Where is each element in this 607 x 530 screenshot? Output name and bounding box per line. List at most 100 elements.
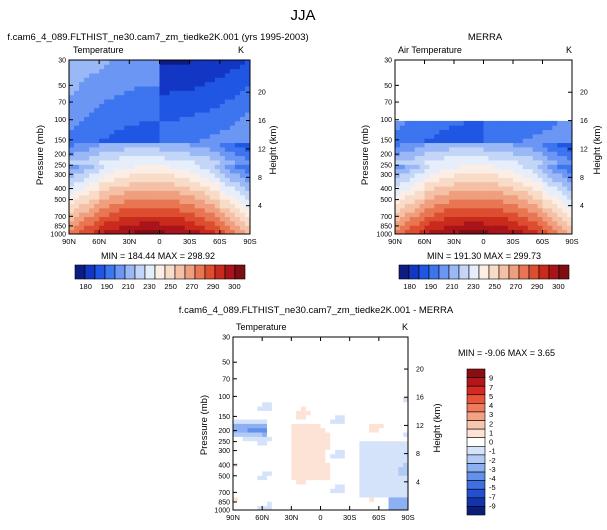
field-cell <box>74 177 80 183</box>
field-cell <box>271 453 278 459</box>
field-cell <box>204 77 211 83</box>
field-cell <box>69 116 75 122</box>
colorbar-tick-label: -3 <box>489 465 496 474</box>
field-cell <box>84 173 90 178</box>
field-cell <box>134 112 140 117</box>
field-cell <box>419 151 425 157</box>
field-cell <box>159 216 165 222</box>
field-cell <box>219 112 226 117</box>
field-cell <box>562 225 568 231</box>
field-cell <box>483 177 489 183</box>
field-cell <box>159 99 165 104</box>
field-cell <box>109 116 115 122</box>
field-cell <box>359 488 365 494</box>
field-cell <box>267 445 273 450</box>
field-cell <box>224 199 231 204</box>
field-cell <box>139 86 145 91</box>
field-cell <box>169 64 175 70</box>
field-cell <box>383 419 389 424</box>
field-cell <box>99 77 105 83</box>
field-cell <box>315 453 321 459</box>
field-cell <box>424 229 430 235</box>
field-cell <box>404 199 411 204</box>
field-cell <box>424 151 430 157</box>
field-cell <box>364 406 370 411</box>
field-cell <box>354 440 360 446</box>
field-cell <box>527 151 534 157</box>
field-cell <box>532 147 538 152</box>
field-cell <box>239 173 246 178</box>
field-cell <box>229 147 236 152</box>
field-cell <box>89 81 95 87</box>
field-cell <box>247 475 253 481</box>
field-cell <box>552 225 558 231</box>
field-cell <box>159 138 165 144</box>
field-cell <box>242 432 248 437</box>
field-cell <box>271 479 278 485</box>
field-cell <box>199 216 206 222</box>
field-cell <box>204 147 211 152</box>
field-cell <box>189 229 196 235</box>
field-cell <box>214 73 221 78</box>
field-cell <box>164 133 170 139</box>
field-cell <box>513 203 519 209</box>
field-cell <box>247 410 253 416</box>
field-cell <box>69 94 75 100</box>
field-cell <box>513 168 519 174</box>
field-cell <box>542 216 548 222</box>
field-cell <box>184 186 191 191</box>
field-cell <box>194 142 201 148</box>
field-cell <box>114 173 120 178</box>
field-cell <box>339 436 346 442</box>
field-cell <box>124 186 130 191</box>
field-cell <box>139 64 145 70</box>
field-cell <box>483 173 489 178</box>
y-tick-label: 200 <box>218 428 230 435</box>
field-cell <box>498 203 504 209</box>
field-cell <box>154 125 160 130</box>
field-cell <box>399 138 406 144</box>
field-cell <box>339 397 346 403</box>
field-cell <box>393 484 399 489</box>
field-cell <box>373 414 380 420</box>
field-cell <box>74 129 80 135</box>
field-cell <box>310 436 317 442</box>
field-cell <box>89 199 95 204</box>
field-cell <box>164 81 170 87</box>
field-cell <box>404 225 411 231</box>
field-cell <box>522 138 529 144</box>
field-cell <box>262 440 268 446</box>
field-cell <box>473 164 479 170</box>
field-cell <box>444 173 450 178</box>
field-cell <box>454 164 460 170</box>
field-cell <box>562 177 568 183</box>
field-cell <box>473 133 479 139</box>
field-cell <box>239 177 246 183</box>
field-cell <box>281 484 287 489</box>
field-cell <box>247 449 253 455</box>
field-cell <box>119 142 125 148</box>
field-cell <box>109 94 115 100</box>
field-cell <box>124 203 130 209</box>
field-cell <box>434 160 440 165</box>
field-cell <box>89 186 95 191</box>
field-cell <box>239 64 246 70</box>
field-cell <box>139 138 145 144</box>
field-cell <box>414 177 420 183</box>
field-cell <box>252 427 258 433</box>
field-cell <box>224 229 231 235</box>
field-cell <box>229 107 236 113</box>
field-cell <box>139 94 145 100</box>
field-cell <box>478 199 484 204</box>
field-cell <box>124 142 130 148</box>
field-cell <box>144 207 150 213</box>
field-cell <box>149 107 155 113</box>
field-cell <box>388 397 394 403</box>
field-cell <box>473 207 479 213</box>
field-cell <box>444 190 450 196</box>
y2-tick-label: 8 <box>258 175 262 182</box>
field-cell <box>219 68 226 74</box>
field-cell <box>159 68 165 74</box>
field-cell <box>242 423 248 429</box>
field-cell <box>522 133 529 139</box>
